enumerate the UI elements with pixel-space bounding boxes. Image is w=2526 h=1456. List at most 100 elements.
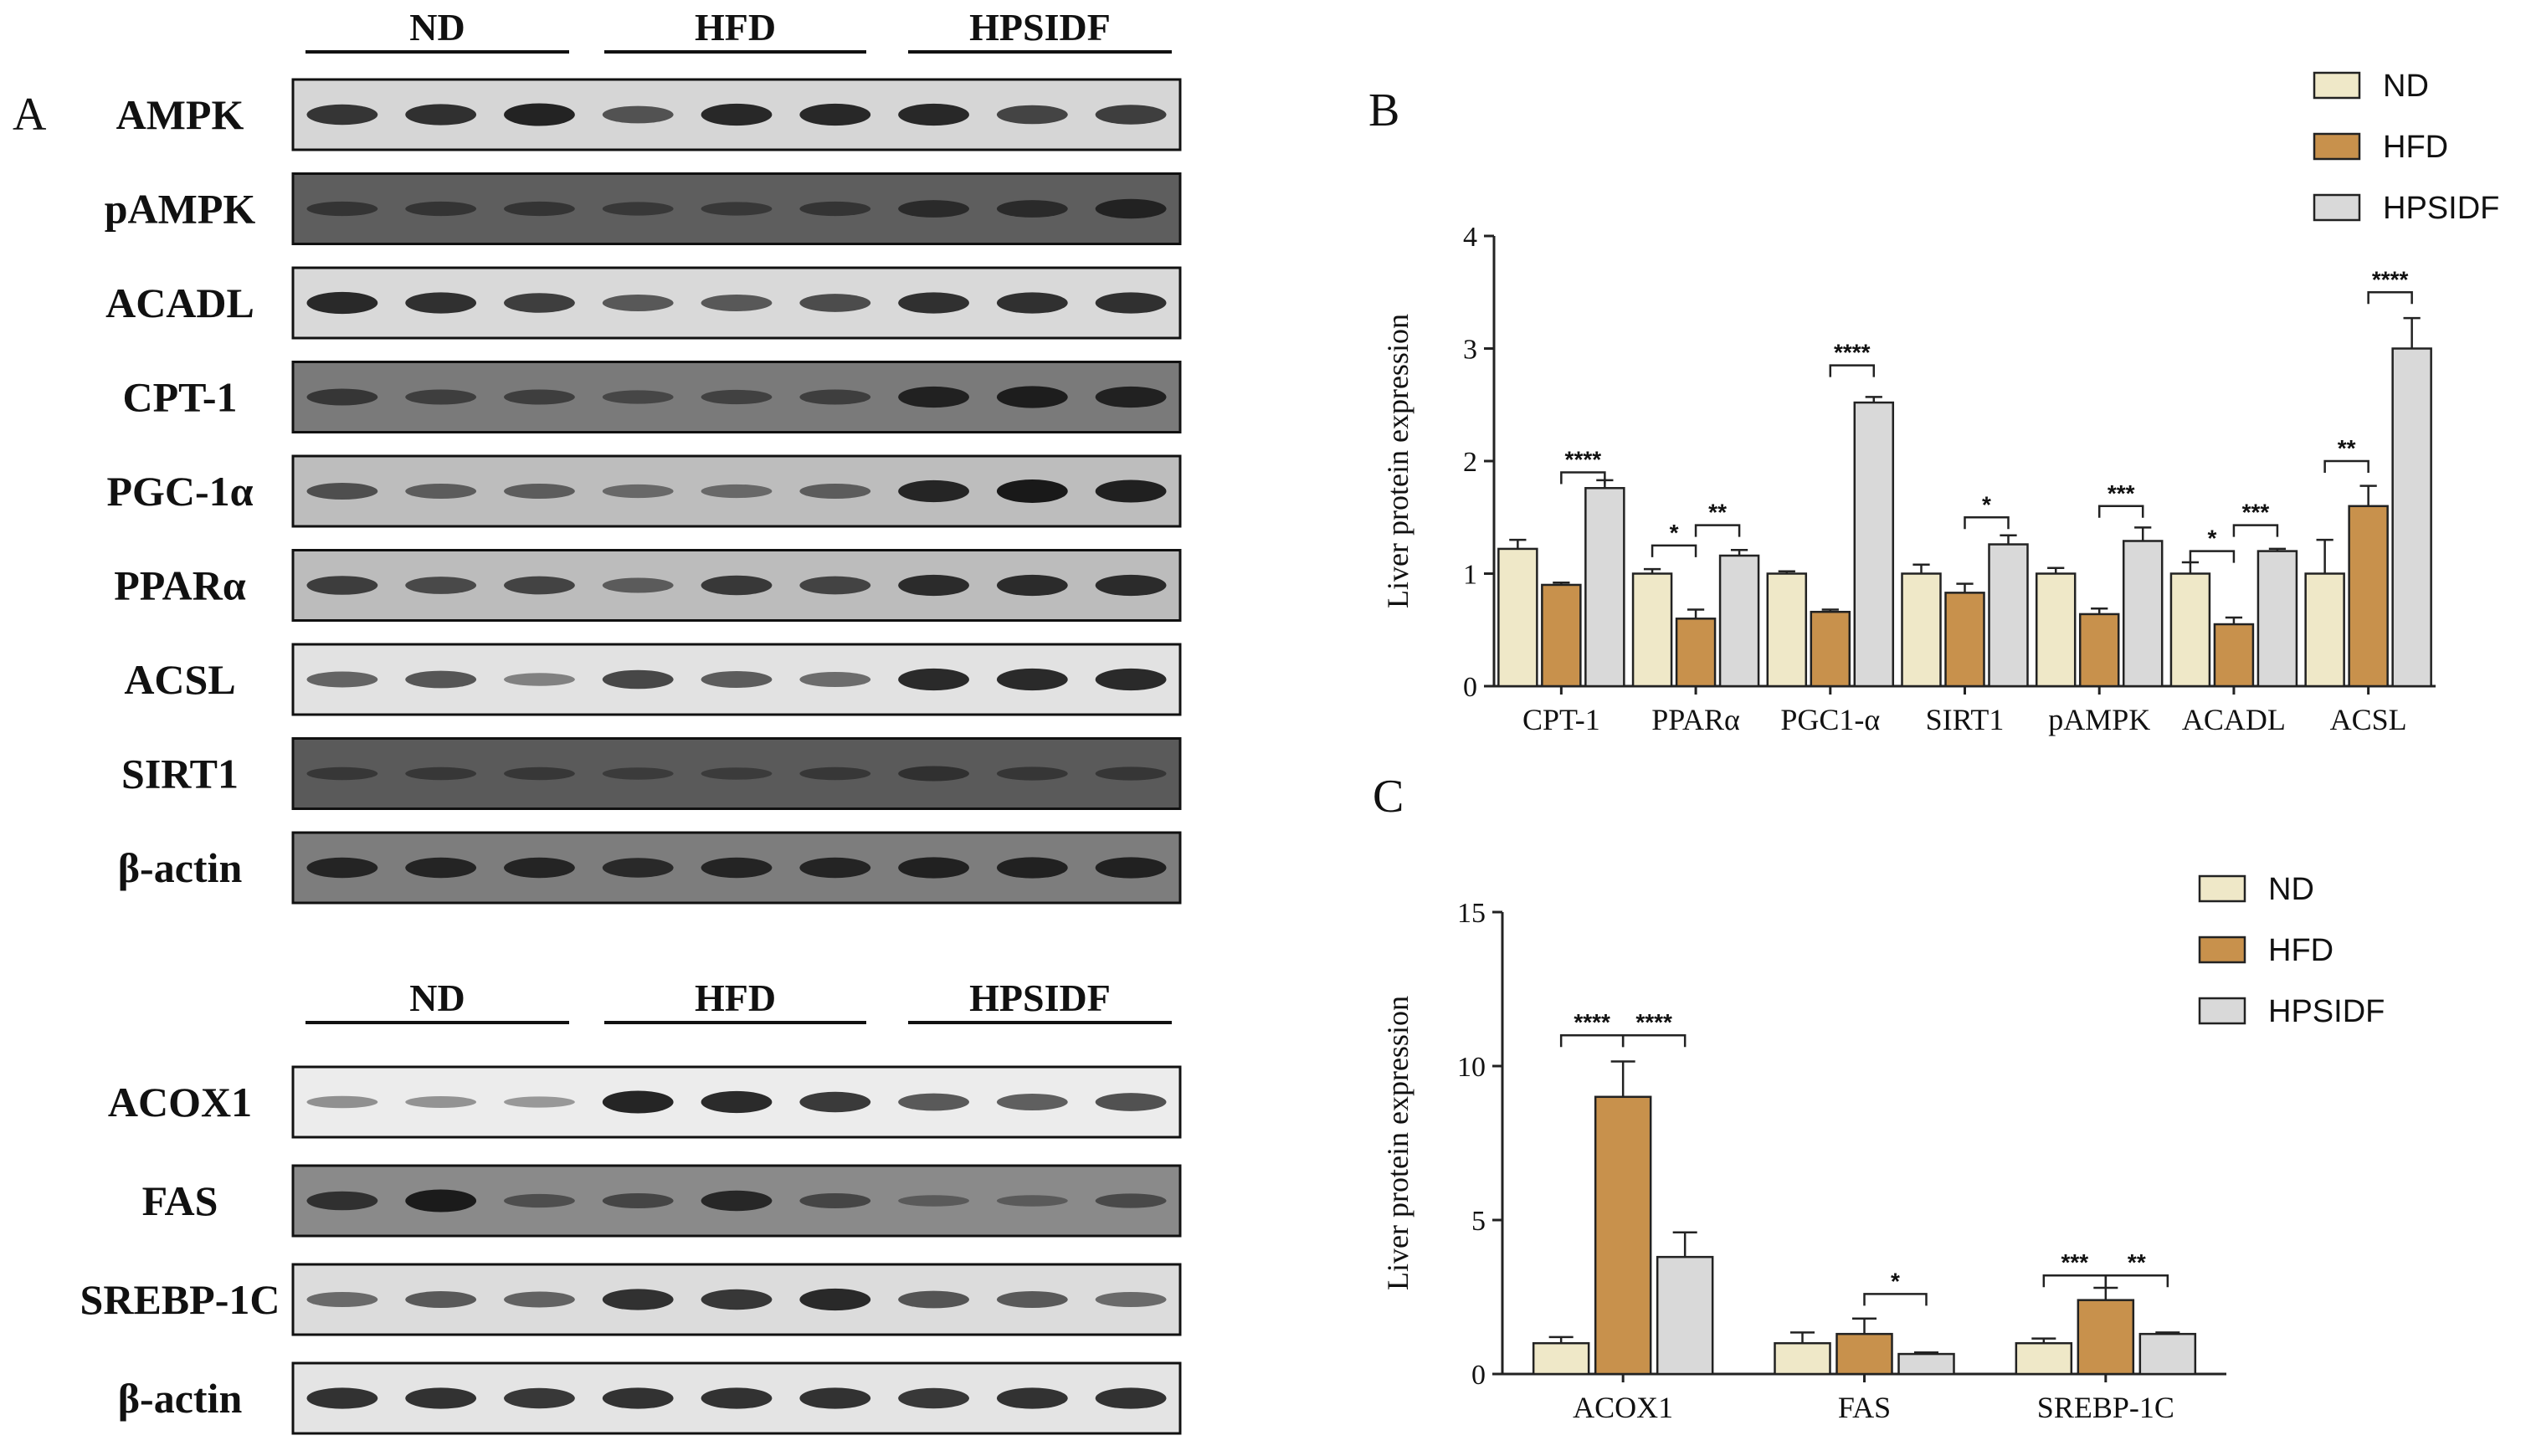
bottom-blot-strip [291, 1164, 1182, 1238]
blot-band [602, 105, 674, 124]
blot-band [898, 574, 969, 597]
blot-band [504, 1387, 575, 1409]
legend-swatch [2198, 874, 2246, 903]
bar [2256, 550, 2298, 688]
blot-band [306, 576, 378, 595]
blot-band [799, 294, 871, 312]
blot-band [996, 200, 1068, 218]
bar [1897, 1352, 1955, 1376]
significance-marker: **** [2367, 266, 2413, 305]
blot-band [799, 857, 871, 879]
blot-band [701, 1289, 773, 1310]
blot-band [306, 291, 378, 315]
blot-band [996, 386, 1068, 408]
y-tick-label: 0 [1463, 672, 1477, 703]
blot-band [405, 577, 477, 594]
top-blot-strip [291, 266, 1182, 340]
blot-band [1095, 668, 1167, 691]
blot-band [602, 295, 674, 311]
blot-band [1095, 766, 1167, 781]
bar [1541, 583, 1582, 688]
blot-band [701, 1090, 773, 1114]
legend-swatch [2313, 193, 2361, 222]
significance-bracket [1694, 524, 1741, 537]
legend-label: ND [2268, 872, 2314, 907]
bar [1901, 572, 1942, 688]
blot-band [996, 1195, 1068, 1207]
bar-chart-b: B 0 1 2 3 4 Liver protein expression CPT-1 PPAR… [1368, 69, 2499, 736]
blot-band [701, 202, 773, 216]
blot-band [1095, 1093, 1167, 1111]
bar [1944, 592, 1985, 688]
blot-band [799, 766, 871, 781]
bar [2015, 1341, 2073, 1376]
blot-band [898, 1195, 969, 1207]
blot-band [602, 390, 674, 404]
x-tick-label: SIRT1 [1926, 703, 2005, 736]
blot-band [405, 201, 477, 217]
blot-band [1095, 479, 1167, 503]
blot-band [602, 669, 674, 690]
blot-band [405, 1096, 477, 1108]
blot-band [602, 577, 674, 593]
blot-band [602, 858, 674, 878]
blot-band [996, 857, 1068, 879]
significance-marker: ** [2323, 435, 2369, 473]
blot-band [1095, 1193, 1167, 1208]
top-blot-strip [291, 549, 1182, 622]
top-blot-strip [291, 172, 1182, 245]
bottom-blot-strip [291, 1361, 1182, 1435]
x-tick-label: PPARα [1651, 703, 1740, 736]
blot-band [701, 1190, 773, 1212]
significance-bracket [1560, 471, 1606, 484]
blot-band [1095, 292, 1167, 314]
x-tick-label: ACOX1 [1573, 1391, 1673, 1424]
blot-band [996, 1387, 1068, 1409]
blot-band [996, 1094, 1068, 1110]
significance-marker: * [1651, 520, 1697, 557]
bar [1853, 401, 1895, 688]
bar [2213, 623, 2255, 688]
top-row-label: β-actin [118, 844, 243, 891]
bar [2035, 572, 2077, 688]
bottom-blot-strip [291, 1065, 1182, 1139]
top-blot-strip [291, 454, 1182, 528]
blot-band [602, 484, 674, 499]
blot-band [701, 103, 773, 126]
blot-band [1095, 574, 1167, 597]
blot-band [996, 574, 1068, 597]
blot-band [898, 1093, 969, 1111]
x-tick-label: pAMPK [2048, 703, 2150, 736]
bottom-row-label: FAS [142, 1177, 218, 1224]
blot-band [996, 1291, 1068, 1308]
blot-band [799, 103, 871, 126]
bar [2138, 1332, 2197, 1376]
y-tick-label: 5 [1471, 1206, 1486, 1237]
blot-band [602, 1289, 674, 1310]
blot-band [602, 1387, 674, 1409]
top-blot-strip [291, 78, 1182, 151]
blot-band [306, 483, 378, 500]
blot-band [306, 388, 378, 406]
top-blot-strip [291, 831, 1182, 905]
bottom-group-label: HPSIDF [969, 977, 1111, 1019]
blot-band [1095, 1291, 1167, 1308]
bar [2169, 572, 2211, 688]
top-row-label: AMPK [116, 91, 244, 138]
significance-bracket [1964, 516, 2010, 530]
y-axis-label: Liver protein expression [1381, 314, 1414, 608]
top-blot-strip [291, 737, 1182, 810]
blot-band [898, 103, 969, 126]
significance-marker: * [2189, 525, 2236, 563]
blot-band [799, 1387, 871, 1409]
significance-marker: * [1863, 1268, 1928, 1306]
significance-bracket [2189, 550, 2236, 563]
legend-label: HPSIDF [2383, 191, 2499, 226]
bar [2304, 572, 2345, 688]
blot-band [1095, 105, 1167, 125]
significance-label: *** [2242, 500, 2270, 525]
top-row-label: pAMPK [105, 186, 256, 233]
significance-label: * [2207, 525, 2216, 551]
bar [1675, 618, 1717, 688]
blot-band [996, 479, 1068, 503]
